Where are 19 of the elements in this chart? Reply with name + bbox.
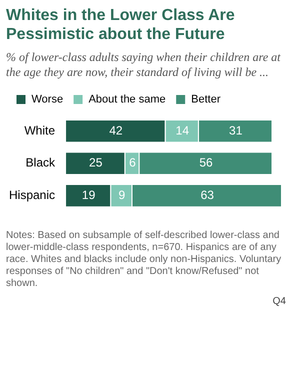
legend-label: Better — [191, 94, 221, 106]
chart-title: Whites in the Lower Class Are Pessimistic about the Future — [6, 6, 236, 44]
data-label: 14 — [176, 123, 190, 138]
text: Notes: Based on subsample of self-described lower-class and lower-middle-class respondents, n=670. Hispanics are of any race. Whites and blacks include only non-Hispanics. Voluntary responses of "No children" and "Don't know/Refused" not shown. — [6, 230, 282, 290]
legend-label: Worse — [32, 94, 64, 106]
chart-subtitle: % of lower-class adults saying when their children are at the age they are now, their standard of living will be ... — [6, 50, 282, 80]
data-label: 63 — [200, 188, 214, 202]
y-tick-label: White — [24, 123, 56, 138]
data-label: 31 — [229, 123, 243, 138]
data-label: 19 — [82, 188, 96, 202]
data-label: 6 — [129, 156, 136, 170]
legend-label: About the same — [88, 94, 166, 106]
y-tick-label: Black — [26, 156, 56, 170]
data-label: 42 — [109, 123, 123, 138]
data-label: 25 — [89, 156, 103, 170]
text: Q4 — [272, 296, 286, 307]
data-label: 56 — [199, 156, 214, 170]
data-label: 9 — [118, 188, 126, 202]
y-tick-label: Hispanic — [8, 188, 56, 202]
